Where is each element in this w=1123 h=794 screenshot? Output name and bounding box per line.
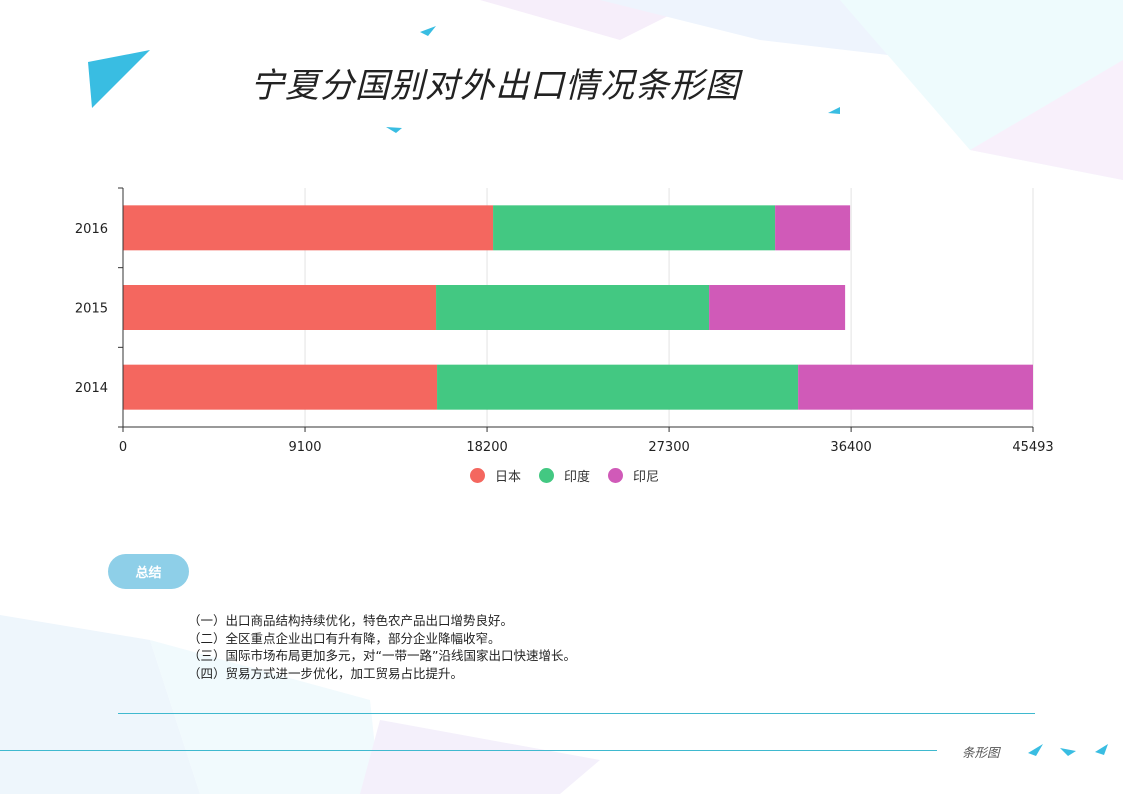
x-tick-label: 0: [119, 440, 127, 455]
legend-item[interactable]: 印度: [539, 466, 590, 485]
x-tick-label: 36400: [830, 440, 871, 455]
x-tick-label: 18200: [466, 440, 507, 455]
summary-line-4: （四）贸易方式进一步优化，加工贸易占比提升。: [188, 665, 464, 681]
bar-segment: [437, 364, 799, 410]
x-tick-label: 45493: [1012, 440, 1053, 455]
stacked-bar-chart: 2014 2015 2016 0 9100 18200 27300 36400 45493: [75, 187, 1054, 455]
footer-divider: [0, 750, 937, 751]
summary-badge: 总结: [108, 554, 189, 589]
bar-segment: [123, 364, 438, 410]
bar-segment: [709, 285, 846, 330]
summary-line-3: （三）国际市场布局更加多元，对“一带一路”沿线国家出口快速增长。: [188, 648, 576, 663]
legend-item[interactable]: 印尼: [608, 466, 659, 485]
bar-segment: [798, 364, 1033, 410]
legend-label: 日本: [495, 469, 522, 485]
y-tick-label: 2016: [75, 222, 108, 237]
y-tick-label: 2014: [75, 381, 108, 396]
chart-legend: 日本 印度 印尼: [470, 465, 677, 485]
triangle-icon: [88, 50, 150, 108]
bar-segment: [775, 205, 851, 251]
summary-line-1: （一）出口商品结构持续优化，特色农产品出口增势良好。: [188, 613, 514, 628]
y-tick-label: 2015: [75, 302, 108, 317]
legend-item[interactable]: 日本: [470, 466, 521, 485]
bar-segment: [123, 285, 437, 330]
bar-segment: [123, 205, 494, 251]
bar-segment: [436, 285, 710, 330]
content-divider: [118, 713, 1035, 714]
legend-label: 印度: [564, 469, 591, 485]
page-title: 宁夏分国别对外出口情况条形图: [250, 66, 740, 106]
footer-label: 条形图: [962, 745, 1000, 760]
summary-line-2: （二）全区重点企业出口有升有降，部分企业降幅收窄。: [188, 630, 501, 646]
x-tick-label: 27300: [648, 440, 689, 455]
legend-label: 印尼: [633, 469, 660, 485]
summary-list: （一）出口商品结构持续优化，特色农产品出口增势良好。 （二）全区重点企业出口有升…: [188, 612, 576, 682]
bar-segment: [493, 205, 776, 251]
legend-swatch: [470, 467, 485, 483]
legend-swatch: [608, 467, 624, 483]
x-tick-label: 9100: [288, 440, 321, 455]
legend-swatch: [539, 467, 555, 483]
